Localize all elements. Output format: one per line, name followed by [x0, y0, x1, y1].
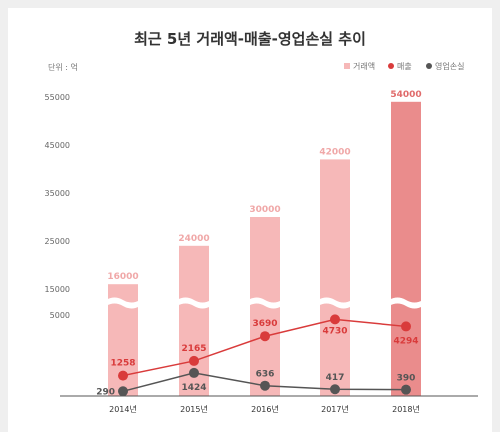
point-value-label: 290 [96, 387, 115, 397]
bars: 16000 24000 30000 42000 54000 [106, 90, 423, 397]
data-point [330, 314, 340, 325]
y-tick-label: 25000 [45, 237, 70, 246]
axis-break-mark [106, 297, 140, 309]
legend-swatch [388, 63, 394, 69]
point-value-label: 4730 [322, 326, 347, 336]
x-tick-label: 2018년 [392, 404, 420, 414]
axis-break-mark [389, 297, 423, 309]
y-tick-label: 5000 [50, 311, 70, 320]
point-value-label: 3690 [252, 319, 277, 329]
legend-label: 매출 [397, 61, 412, 71]
bar-value-label: 30000 [249, 205, 280, 215]
y-tick-label: 45000 [45, 141, 70, 150]
data-point [189, 367, 199, 378]
legend-label: 영업손실 [435, 61, 464, 71]
x-axis: 2014년 2015년 2016년 2017년 2018년 [60, 395, 478, 414]
chart-card: 최근 5년 거래액-매출-영업손실 추이 단위 : 억 거래액 매출 영업손실 55… [8, 8, 492, 432]
axis-break-mark [177, 297, 211, 309]
chart-title: 최근 5년 거래액-매출-영업손실 추이 [134, 30, 366, 48]
y-tick-label: 35000 [45, 189, 70, 198]
data-point [118, 386, 128, 397]
point-value-label: 390 [397, 374, 416, 384]
y-axis: 55000 45000 35000 25000 15000 5000 [45, 93, 70, 320]
point-value-label: 417 [326, 373, 345, 383]
lines: 1258 2165 3690 4730 4294 290 1424 636 417 390 [96, 314, 419, 397]
chart: 최근 5년 거래액-매출-영업손실 추이 단위 : 억 거래액 매출 영업손실 55… [45, 30, 478, 414]
data-point [118, 370, 128, 381]
point-value-label: 1258 [110, 359, 135, 369]
legend-swatch [426, 63, 432, 69]
data-point [330, 384, 340, 395]
data-point [189, 355, 199, 366]
y-tick-label: 55000 [45, 93, 70, 102]
data-point [260, 380, 270, 391]
data-point [260, 331, 270, 342]
x-tick-label: 2016년 [251, 404, 279, 414]
x-tick-label: 2015년 [180, 404, 208, 414]
bar-value-label: 24000 [178, 234, 209, 244]
bar [320, 159, 350, 396]
legend-swatch [344, 63, 350, 69]
bar [391, 101, 421, 397]
point-value-label: 4294 [393, 336, 418, 346]
legend-label: 거래액 [353, 61, 375, 71]
data-point [401, 384, 411, 395]
axis-break-mark [318, 297, 352, 309]
unit-label: 단위 : 억 [48, 62, 78, 72]
bar-value-label: 16000 [107, 272, 138, 282]
y-tick-label: 15000 [45, 285, 70, 294]
point-value-label: 636 [256, 370, 275, 380]
bar-value-label: 54000 [390, 90, 421, 100]
axis-break-mark [248, 297, 282, 309]
point-value-label: 2165 [181, 344, 206, 354]
x-tick-label: 2014년 [109, 404, 137, 414]
legend: 거래액 매출 영업손실 [344, 61, 464, 71]
data-point [401, 321, 411, 332]
x-tick-label: 2017년 [321, 404, 349, 414]
point-value-label: 1424 [181, 383, 206, 393]
bar-value-label: 42000 [319, 147, 350, 157]
